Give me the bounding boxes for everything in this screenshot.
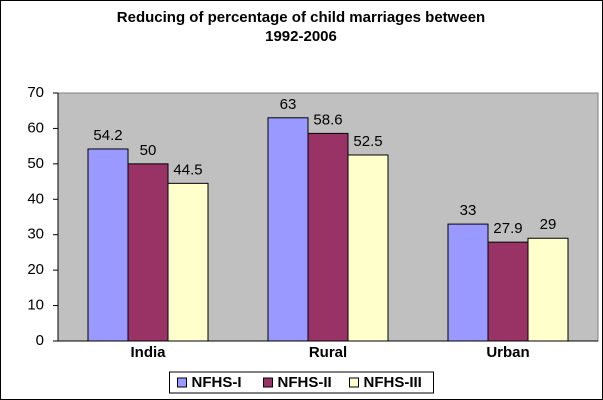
- legend-swatch: [177, 377, 187, 388]
- legend-label: NFHS-III: [364, 374, 422, 391]
- bar: [267, 117, 309, 342]
- legend-swatch: [263, 377, 273, 388]
- bar: [347, 154, 389, 342]
- value-label: 52.5: [353, 133, 382, 150]
- x-tick-label: Rural: [309, 344, 347, 361]
- bar: [307, 132, 349, 342]
- y-tick-label: 50: [27, 155, 44, 172]
- value-label: 33: [460, 202, 477, 219]
- y-tick-label: 70: [27, 84, 44, 101]
- legend-label: NFHS-I: [192, 374, 242, 391]
- x-tick-label: Urban: [486, 344, 529, 361]
- bar: [447, 223, 489, 342]
- bar: [127, 163, 169, 342]
- y-tick-label: 60: [27, 119, 44, 136]
- legend: [169, 371, 434, 394]
- value-label: 44.5: [173, 161, 202, 178]
- legend-label: NFHS-II: [278, 374, 332, 391]
- value-label: 29: [540, 216, 557, 233]
- y-tick-label: 40: [27, 190, 44, 207]
- value-label: 27.9: [493, 220, 522, 237]
- value-label: 50: [140, 142, 157, 159]
- bar: [87, 148, 129, 342]
- y-tick-label: 30: [27, 226, 44, 243]
- x-tick-label: India: [130, 344, 166, 361]
- legend-swatch: [349, 377, 359, 388]
- value-label: 63: [280, 96, 297, 113]
- y-tick-label: 20: [27, 261, 44, 278]
- y-tick-label: 10: [27, 297, 44, 314]
- chart-title: Reducing of percentage of child marriage…: [116, 9, 486, 45]
- value-label: 54.2: [93, 127, 122, 144]
- bar: [527, 237, 569, 342]
- bar: [487, 241, 529, 342]
- y-tick-label: 0: [36, 332, 44, 349]
- bar: [167, 182, 209, 342]
- value-label: 58.6: [313, 111, 342, 128]
